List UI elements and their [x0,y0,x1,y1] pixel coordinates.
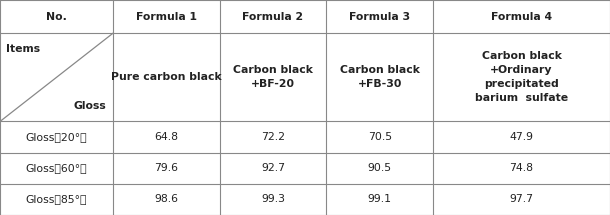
Text: Carbon black
+BF-20: Carbon black +BF-20 [233,65,313,89]
Text: Formula 1: Formula 1 [135,12,196,22]
Text: Gloss: Gloss [74,101,107,111]
Text: 90.5: 90.5 [368,163,392,173]
Text: 99.1: 99.1 [368,194,392,204]
Text: 70.5: 70.5 [368,132,392,142]
Text: Carbon black
+Ordinary
precipitated
barium  sulfate: Carbon black +Ordinary precipitated bari… [475,51,568,103]
Text: 74.8: 74.8 [509,163,534,173]
Text: Formula 2: Formula 2 [242,12,304,22]
Text: 47.9: 47.9 [509,132,534,142]
Text: 64.8: 64.8 [154,132,178,142]
Text: Gloss（60°）: Gloss（60°） [26,163,87,173]
Text: 92.7: 92.7 [261,163,285,173]
Text: Items: Items [6,44,40,54]
Text: Gloss（20°）: Gloss（20°） [26,132,87,142]
Text: 72.2: 72.2 [261,132,285,142]
Text: 98.6: 98.6 [154,194,178,204]
Text: No.: No. [46,12,67,22]
Text: Gloss（85°）: Gloss（85°） [26,194,87,204]
Text: Pure carbon black: Pure carbon black [111,72,221,82]
Text: 79.6: 79.6 [154,163,178,173]
Text: Formula 4: Formula 4 [491,12,552,22]
Text: Carbon black
+FB-30: Carbon black +FB-30 [340,65,420,89]
Text: 97.7: 97.7 [509,194,534,204]
Text: 99.3: 99.3 [261,194,285,204]
Text: Formula 3: Formula 3 [349,12,411,22]
